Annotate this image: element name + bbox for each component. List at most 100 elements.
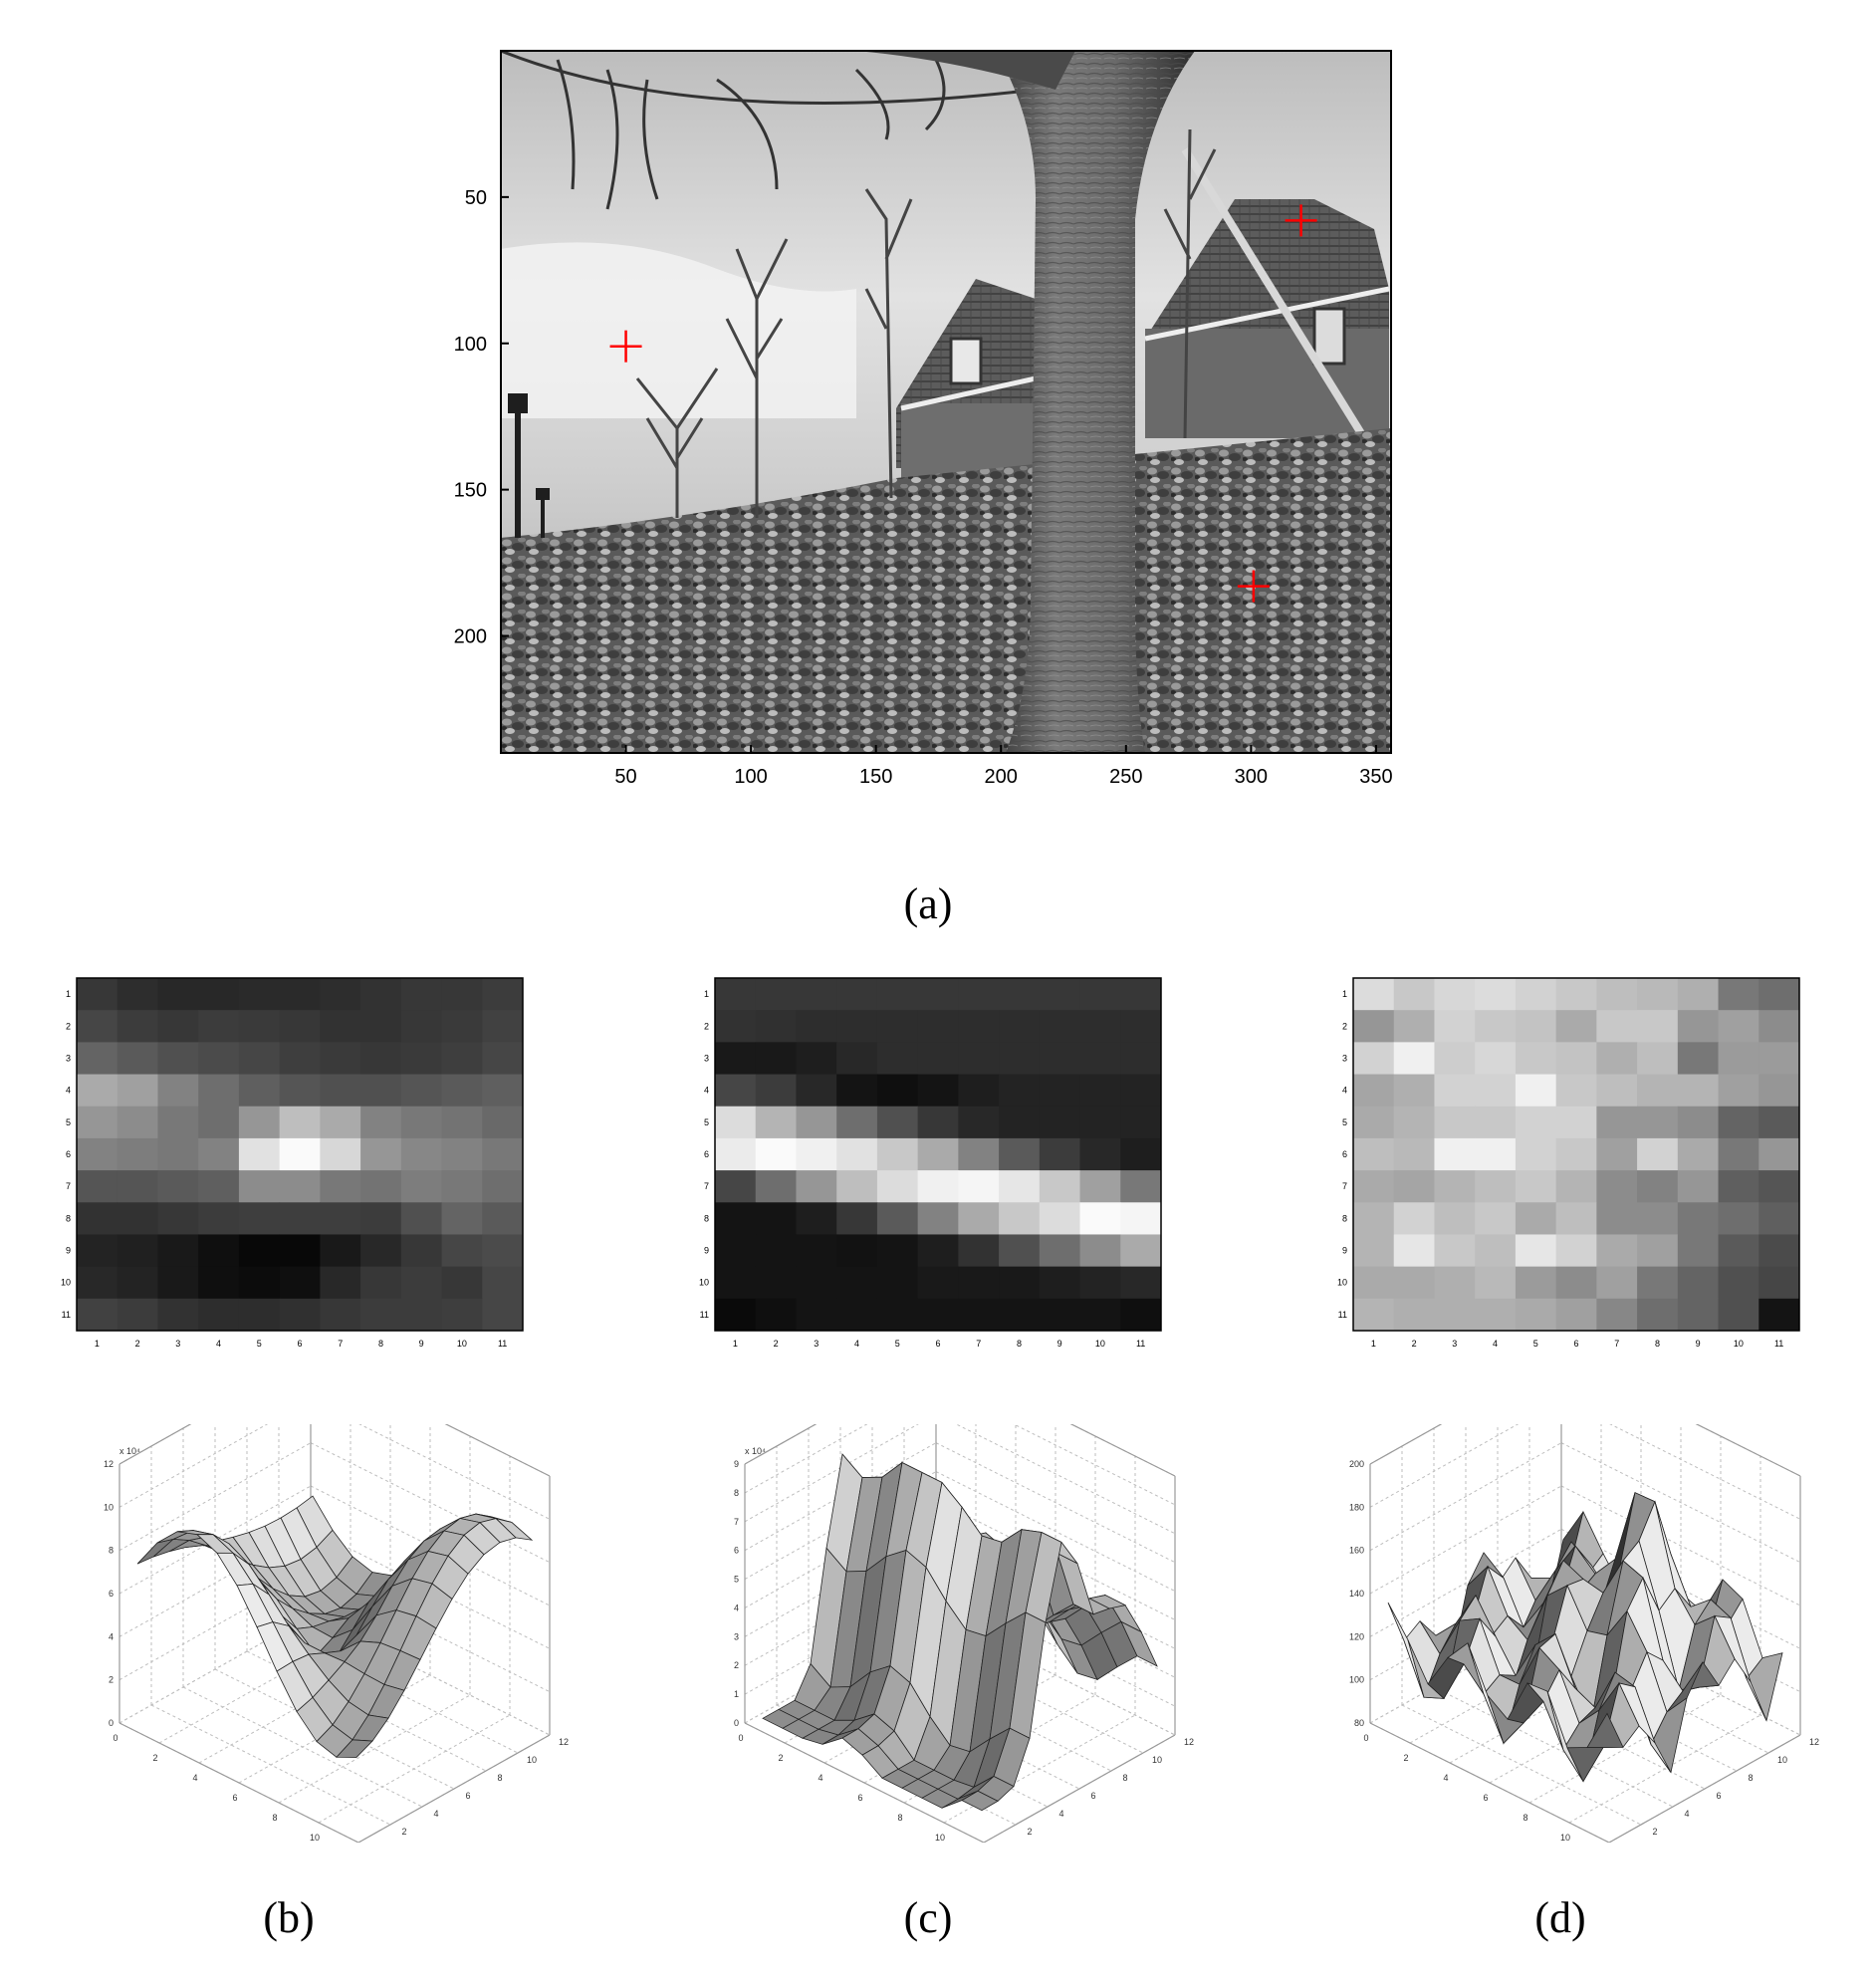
heatmap-cell — [836, 1137, 878, 1171]
heatmap-cell — [1515, 1042, 1557, 1076]
heatmap-cell — [198, 1106, 240, 1139]
heatmap-cell — [1555, 1234, 1597, 1268]
heatmap-cell — [796, 1298, 837, 1332]
heatmap-cell — [198, 1074, 240, 1108]
heatmap-cell — [715, 1202, 757, 1235]
heatmap-cell — [198, 1298, 240, 1332]
heatmap-cell — [1039, 1202, 1081, 1235]
x-tick-label: 300 — [1235, 766, 1268, 788]
heatmap-cell — [917, 1298, 959, 1332]
heatmap-y-tick: 3 — [1342, 1053, 1347, 1063]
surface-z-tick: 160 — [1349, 1546, 1364, 1556]
heatmap-x-tick: 2 — [1412, 1339, 1417, 1349]
heatmap-cell — [1120, 1298, 1162, 1332]
surface-mesh — [1387, 1492, 1783, 1783]
heatmap-x-tick: 10 — [1734, 1339, 1744, 1349]
heatmap-cell — [1759, 1170, 1800, 1203]
heatmap-cell — [117, 1234, 158, 1268]
y-tick-label: 200 — [454, 626, 487, 648]
heatmap-cell — [999, 1266, 1041, 1300]
heatmap-cell — [1637, 1234, 1679, 1268]
heatmap-cell — [755, 1298, 797, 1332]
heatmap-cell — [755, 1202, 797, 1235]
heatmap-cell — [441, 1042, 483, 1076]
surface-x-tick: 2 — [152, 1753, 157, 1763]
heatmap-cell — [1353, 1074, 1395, 1108]
heatmap-cell — [1759, 1106, 1800, 1139]
x-tick-label: 150 — [859, 766, 892, 788]
heatmap-cell — [1596, 978, 1638, 1011]
caption-c: (c) — [903, 1893, 953, 1942]
heatmap-y-tick: 4 — [1342, 1086, 1347, 1096]
heatmap-cell — [715, 978, 757, 1011]
heatmap-cell — [715, 1137, 757, 1171]
heatmap-cell — [1475, 1234, 1517, 1268]
surface-x-tick: 8 — [1523, 1813, 1527, 1823]
heatmap-cell — [1039, 1137, 1081, 1171]
heatmap-cell — [482, 1202, 524, 1235]
heatmap-cell — [1353, 1137, 1395, 1171]
heatmap-cell — [198, 1137, 240, 1171]
heatmap-cell — [1596, 1298, 1638, 1332]
heatmap-cell — [876, 1298, 919, 1332]
heatmap-cell — [360, 1234, 402, 1268]
heatmap-cell — [320, 1266, 361, 1300]
surface-x-tick: 6 — [1483, 1793, 1488, 1803]
surface-y-tick: 8 — [497, 1773, 502, 1783]
caption-b: (b) — [263, 1893, 315, 1942]
heatmap-cell — [1759, 1298, 1800, 1332]
heatmap-cell — [482, 1074, 524, 1108]
heatmap-cell — [917, 1010, 959, 1043]
heatmap-cell — [400, 1202, 443, 1235]
heatmap-cell — [1079, 1074, 1121, 1108]
heatmap-y-tick: 7 — [704, 1181, 709, 1191]
surface-x-tick: 8 — [897, 1813, 902, 1823]
heatmap-cell — [1353, 1202, 1395, 1235]
heatmap-cell — [1677, 1010, 1720, 1043]
heatmap-x-tick: 8 — [1017, 1339, 1022, 1349]
heatmap-cell — [1039, 1106, 1081, 1139]
heatmap-x-tick: 6 — [935, 1339, 940, 1349]
heatmap-y-tick: 7 — [66, 1181, 71, 1191]
heatmap-cell — [77, 1137, 118, 1171]
heatmap-cell — [755, 1010, 797, 1043]
heatmap-cell — [1353, 1298, 1395, 1332]
heatmap-cell — [1718, 978, 1759, 1011]
heatmap-cell — [917, 1170, 959, 1203]
heatmap-x-tick: 1 — [733, 1339, 738, 1349]
heatmap-cell — [755, 1106, 797, 1139]
heatmap-cell — [958, 1234, 1000, 1268]
heatmap-cell — [1353, 1266, 1395, 1300]
surface-x-tick: 4 — [1443, 1773, 1448, 1783]
heatmap-cell — [441, 1170, 483, 1203]
heatmap-x-tick: 10 — [1095, 1339, 1105, 1349]
surface-y-tick: 10 — [1152, 1755, 1162, 1765]
heatmap-cell — [1515, 978, 1557, 1011]
heatmap-cell — [117, 1137, 158, 1171]
heatmap-cell — [796, 978, 837, 1011]
heatmap-cell — [836, 1170, 878, 1203]
heatmap-cell — [400, 1106, 443, 1139]
heatmap-cell — [320, 1074, 361, 1108]
heatmap-x-tick: 7 — [976, 1339, 981, 1349]
heatmap-cell — [1039, 1042, 1081, 1076]
heatmap-cell — [198, 1234, 240, 1268]
heatmap-cell — [836, 1010, 878, 1043]
heatmap-cell — [836, 1266, 878, 1300]
heatmap-y-tick: 7 — [1342, 1181, 1347, 1191]
heatmap-cell — [876, 1202, 919, 1235]
heatmap-cell — [117, 1202, 158, 1235]
heatmap-cell — [1759, 1234, 1800, 1268]
heatmap-cell — [715, 1074, 757, 1108]
heatmap-cell — [77, 1266, 118, 1300]
heatmap-cell — [441, 1298, 483, 1332]
heatmap-x-tick: 4 — [854, 1339, 859, 1349]
heatmap-cell — [1718, 1010, 1759, 1043]
heatmap-cell — [77, 1298, 118, 1332]
heatmap-cell — [999, 1234, 1041, 1268]
heatmap-cell — [917, 978, 959, 1011]
surface-z-tick: 7 — [734, 1517, 739, 1527]
surface-y-tick: 10 — [527, 1755, 537, 1765]
heatmap-cell — [1393, 1266, 1435, 1300]
